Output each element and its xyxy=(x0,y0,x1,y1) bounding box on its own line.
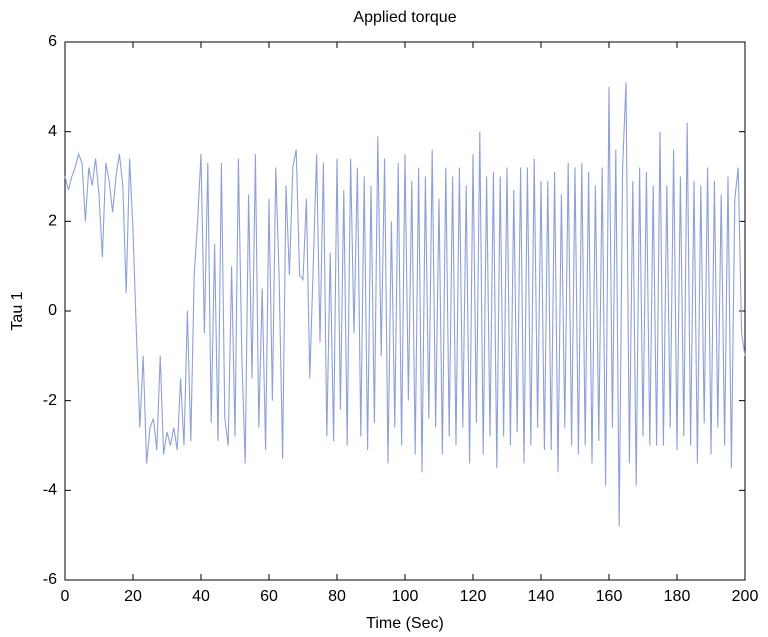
x-tick-label: 180 xyxy=(664,588,691,605)
x-tick-label: 20 xyxy=(124,588,142,605)
x-tick-label: 100 xyxy=(392,588,419,605)
x-tick-label: 160 xyxy=(596,588,623,605)
x-tick-label: 0 xyxy=(61,588,70,605)
y-tick-label: 2 xyxy=(48,213,57,230)
chart-title: Applied torque xyxy=(353,9,456,26)
x-tick-label: 140 xyxy=(528,588,555,605)
y-tick-label: -2 xyxy=(43,392,57,409)
x-axis-label: Time (Sec) xyxy=(366,615,444,632)
y-tick-label: 4 xyxy=(48,123,57,140)
x-tick-label: 200 xyxy=(732,588,759,605)
x-tick-label: 40 xyxy=(192,588,210,605)
y-tick-label: 0 xyxy=(48,302,57,319)
data-line xyxy=(64,82,746,527)
y-tick-label: 6 xyxy=(48,33,57,50)
plot-frame xyxy=(64,41,746,581)
y-axis-label: Tau 1 xyxy=(9,291,26,330)
x-tick-label: 60 xyxy=(260,588,278,605)
y-tick-label: -6 xyxy=(43,571,57,588)
x-tick-label: 120 xyxy=(460,588,487,605)
y-tick-label: -4 xyxy=(43,482,57,499)
x-tick-label: 80 xyxy=(328,588,346,605)
